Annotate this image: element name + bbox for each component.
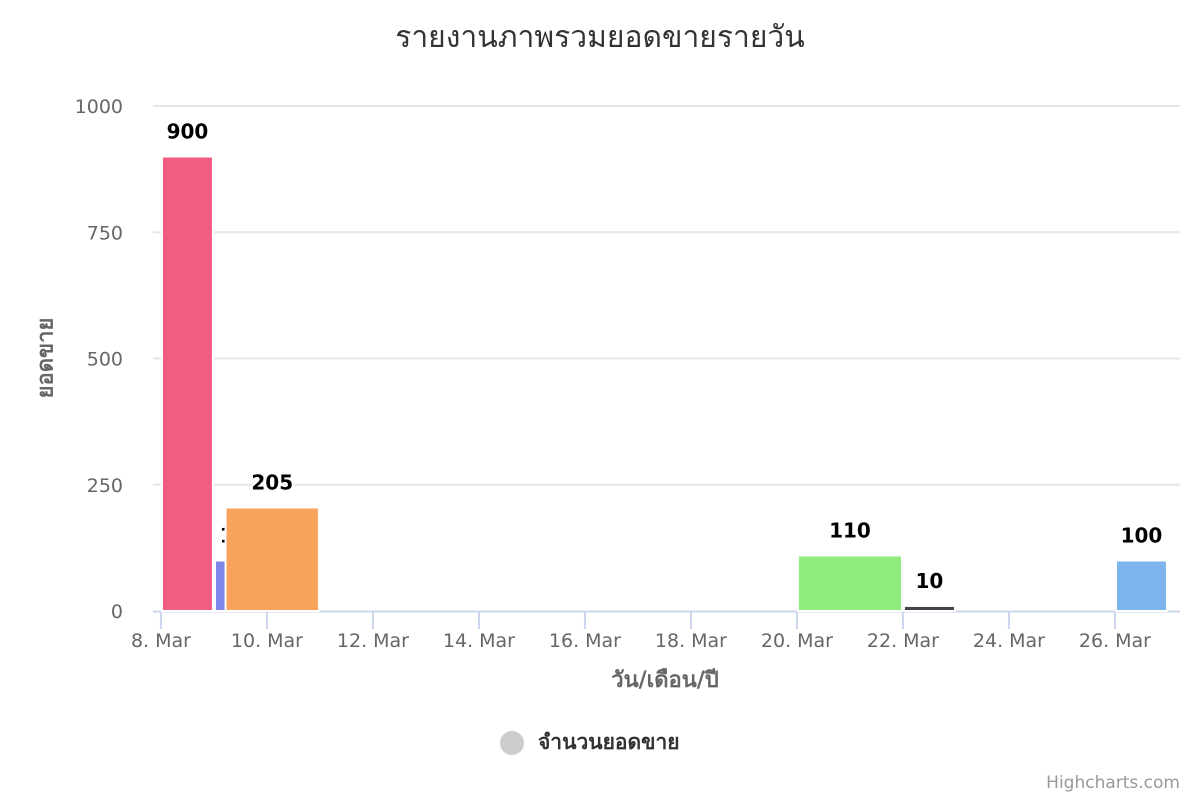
data-label: 110 bbox=[829, 518, 871, 542]
x-tick-label: 18. Mar bbox=[655, 630, 727, 652]
x-tick-label: 24. Mar bbox=[973, 630, 1045, 652]
data-label: 100 bbox=[1121, 524, 1163, 548]
y-tick-label: 0 bbox=[111, 601, 123, 623]
x-tick-label: 10. Mar bbox=[231, 630, 303, 652]
y-tick-label: 750 bbox=[87, 222, 123, 244]
x-tick-label: 16. Mar bbox=[549, 630, 621, 652]
y-tick-label: 500 bbox=[87, 349, 123, 371]
bar bbox=[796, 554, 903, 613]
x-tick-label: 14. Mar bbox=[443, 630, 515, 652]
credits-link[interactable]: Highcharts.com bbox=[1046, 773, 1180, 793]
bar bbox=[160, 155, 214, 612]
data-label: 205 bbox=[251, 470, 293, 494]
bar bbox=[902, 604, 956, 613]
x-tick-label: 22. Mar bbox=[867, 630, 939, 652]
x-tick-label: 26. Mar bbox=[1079, 630, 1151, 652]
x-tick-label: 8. Mar bbox=[131, 630, 191, 652]
legend-item[interactable]: จำนวนยอดขาย bbox=[500, 726, 680, 759]
chart-title: รายงานภาพรวมยอดขายรายวัน bbox=[395, 20, 805, 55]
data-label: 10 bbox=[916, 569, 944, 593]
bar bbox=[224, 506, 320, 613]
data-label: 900 bbox=[167, 120, 209, 144]
x-axis-title: วัน/เดือน/ปี bbox=[611, 668, 719, 693]
y-tick-label: 1000 bbox=[75, 96, 123, 118]
x-tick-label: 20. Mar bbox=[761, 630, 833, 652]
x-tick-label: 12. Mar bbox=[337, 630, 409, 652]
legend-label: จำนวนยอดขาย bbox=[538, 730, 680, 754]
legend-circle-icon bbox=[500, 730, 524, 755]
y-tick-label: 250 bbox=[87, 475, 123, 497]
bar bbox=[1114, 559, 1168, 612]
